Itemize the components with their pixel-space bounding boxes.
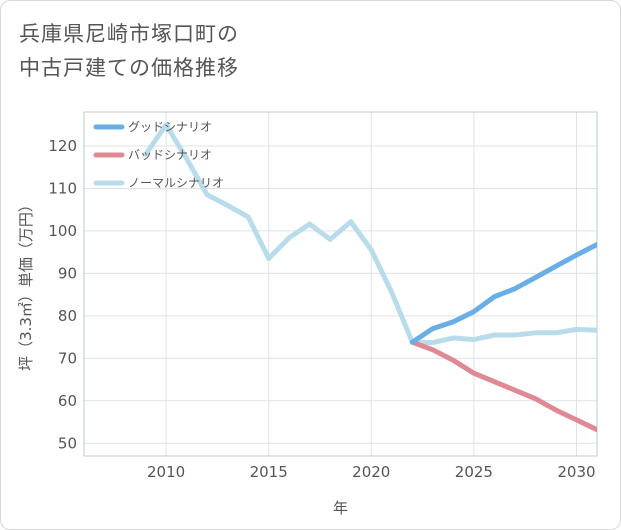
y-tick-label: 50 (58, 434, 77, 452)
x-tick-labels: 2010 2015 2020 2025 2030 (147, 463, 596, 481)
y-axis-title: 坪（3.3㎡）単価（万円） (17, 197, 35, 371)
y-tick-label: 120 (48, 137, 77, 155)
chart-title-line-1: 兵庫県尼崎市塚口町の (19, 22, 239, 46)
series-lines (143, 122, 597, 433)
x-tick-label: 2015 (250, 463, 288, 481)
chart-title: 兵庫県尼崎市塚口町の 中古戸建ての価格推移 (19, 17, 239, 85)
x-tick-label: 2030 (557, 463, 595, 481)
x-tick-label: 2025 (455, 463, 493, 481)
y-tick-label: 90 (58, 264, 77, 282)
legend-label-0: グッドシナリオ (128, 120, 212, 134)
series-line-0 (409, 242, 597, 345)
series-line-2 (143, 122, 597, 346)
legend-label-2: ノーマルシナリオ (128, 176, 224, 190)
y-tick-label: 80 (58, 307, 77, 325)
y-tick-label: 60 (58, 392, 77, 410)
x-tick-label: 2020 (352, 463, 390, 481)
series-line-1 (409, 339, 597, 433)
y-tick-label: 100 (48, 222, 77, 240)
x-axis-title: 年 (333, 499, 348, 517)
y-tick-labels: 50 60 70 80 90 100 110 120 (48, 137, 77, 452)
chart-title-line-2: 中古戸建ての価格推移 (19, 56, 239, 80)
y-tick-label: 110 (48, 179, 77, 197)
y-tick-label: 70 (58, 349, 77, 367)
legend-label-1: バッドシナリオ (128, 148, 212, 162)
plot-border (83, 111, 598, 457)
grid (84, 112, 597, 456)
x-tick-label: 2010 (147, 463, 185, 481)
